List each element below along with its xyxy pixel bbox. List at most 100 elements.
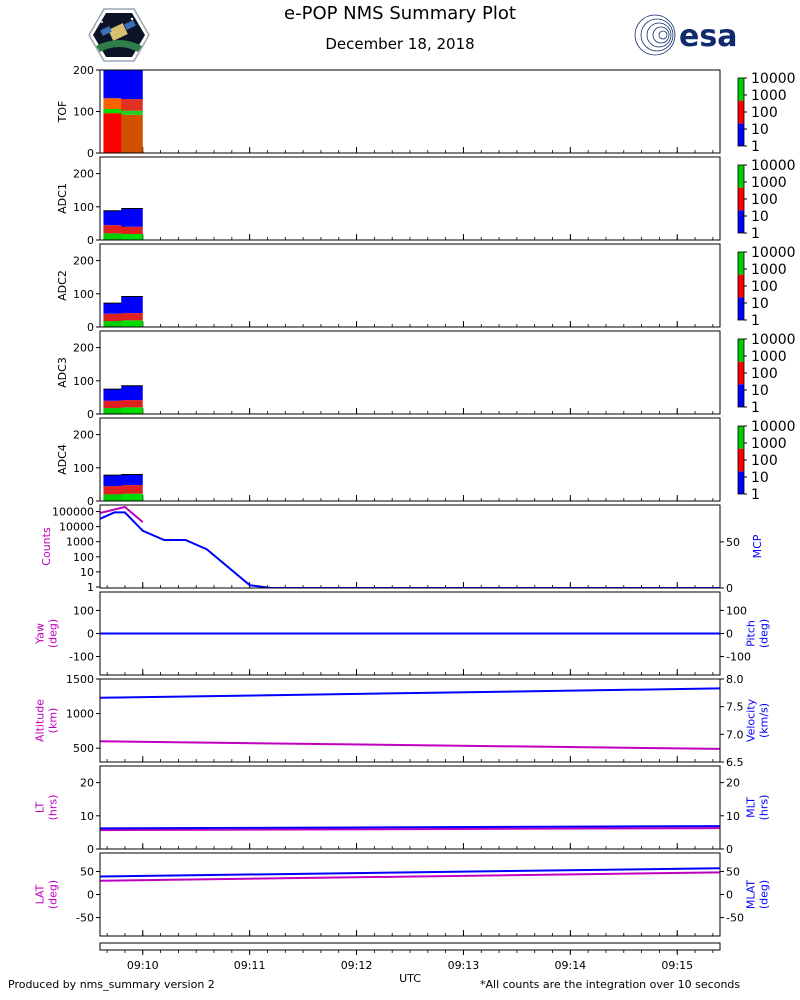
tof-colorbar-label: 100 <box>751 105 778 121</box>
adc4-y-tick-label: 100 <box>73 462 94 475</box>
adc2-colorbar-label: 1000 <box>751 262 787 278</box>
adc1-colorbar-label: 100 <box>751 192 778 208</box>
lat-mlat-y-tick-label-left: -50 <box>76 912 94 925</box>
tof-heatmap-cell <box>103 98 125 110</box>
adc2-y-tick-label: 200 <box>73 255 94 268</box>
altitude-series-line <box>100 740 720 750</box>
yaw-pitch-y-tick-label-right: 100 <box>726 604 747 617</box>
adc1-ylabel-group: ADC1 <box>56 183 69 214</box>
adc4-y-tick-label: 200 <box>73 429 94 442</box>
adc1-heatmap-cell <box>121 226 143 235</box>
tof-heatmap-cell <box>103 113 125 153</box>
adc3-colorbar-label: 100 <box>751 366 778 382</box>
x-axis-label: UTC <box>399 972 421 985</box>
counts-mcp-ylabel-right: MCP <box>751 534 764 558</box>
adc1-y-tick-label: 200 <box>73 168 94 181</box>
page-subtitle: December 18, 2018 <box>325 35 475 53</box>
adc1-colorbar-segment <box>738 210 744 233</box>
adc2-heatmap-cell <box>121 320 143 327</box>
adc1-heatmap-cell <box>121 234 143 240</box>
adc2-heatmap-cell <box>103 313 125 322</box>
lat-mlat-y-tick-label-right: 50 <box>726 865 740 878</box>
adc1-panel-frame <box>99 156 721 241</box>
tof-panel-frame <box>99 69 721 154</box>
adc4-colorbar-segment <box>738 471 744 494</box>
adc2-panel-frame <box>99 243 721 328</box>
adc1-heatmap-cell <box>103 233 125 240</box>
x-tick-label: 09:10 <box>127 959 159 972</box>
lat-mlat-ylabel-right: MLAT <box>745 880 758 910</box>
altitude-velocity-panel-frame <box>99 678 721 763</box>
lat-mlat-ylabel-right-group: MLAT (deg) <box>745 880 771 910</box>
x-tick-label: 09:13 <box>448 959 480 972</box>
tof-ylabel: TOF <box>56 101 69 124</box>
tof-colorbar-label: 1 <box>751 139 760 155</box>
altitude-velocity-ylabel-left: (km) <box>47 708 60 734</box>
adc1-heatmap-cell <box>121 208 143 227</box>
tof-ylabel-group: TOF <box>56 101 69 124</box>
yaw-pitch-y-tick-label-right: -100 <box>726 651 751 664</box>
tof-colorbar-label: 10000 <box>751 71 796 87</box>
counts-mcp-y-tick-label-left: 1000 <box>66 536 94 549</box>
tof-colorbar-segment <box>738 78 744 101</box>
lt-mlt-y-tick-label-right: 10 <box>726 810 740 823</box>
adc4-heatmap-cell <box>103 475 125 487</box>
yaw-pitch-ylabel-right: (deg) <box>758 619 771 648</box>
esa-logo: esa <box>634 14 737 56</box>
counts-mcp-y-tick-label-right: 0 <box>726 582 733 595</box>
tof-heatmap-cell <box>121 114 143 153</box>
altitude-velocity-y-tick-label-right: 6.5 <box>726 756 744 769</box>
tof-heatmap-cell <box>121 70 143 100</box>
adc2-ylabel-group: ADC2 <box>56 270 69 301</box>
lt-mlt-panel-frame <box>99 765 721 850</box>
adc1-colorbar-segment <box>738 165 744 188</box>
adc4-heatmap-cell <box>103 486 125 495</box>
yaw-pitch-ylabel-right-group: Pitch (deg) <box>745 619 771 648</box>
lt-mlt-ylabel-left-group: LT (hrs) <box>34 795 60 821</box>
lat-mlat-ylabel-right: (deg) <box>758 880 771 909</box>
lt-mlt-y-tick-label-left: 10 <box>80 810 94 823</box>
altitude-velocity-y-tick-label-left: 500 <box>73 742 94 755</box>
lat-mlat-ylabel-left-group: LAT (deg) <box>34 880 60 909</box>
adc4-colorbar-label: 1 <box>751 487 760 503</box>
lat-mlat-panel-frame <box>99 852 721 937</box>
tof-y-tick-label: 0 <box>87 147 94 160</box>
adc2-y-tick-label: 100 <box>73 288 94 301</box>
adc3-heatmap-cell <box>121 385 143 401</box>
altitude-velocity-ylabel-right-group: Velocity (km/s) <box>745 698 771 742</box>
x-tick-label: 09:15 <box>661 959 693 972</box>
counts-mcp-y-tick-label-left: 1 <box>87 581 94 594</box>
tof-heatmap-cell <box>103 70 125 99</box>
tof-y-tick-label: 200 <box>73 64 94 77</box>
x-tick-label: 09:14 <box>554 959 586 972</box>
adc4-colorbar-label: 100 <box>751 453 778 469</box>
lt-mlt-y-tick-label-left: 0 <box>87 843 94 856</box>
lat-mlat-y-tick-label-right: -50 <box>726 912 744 925</box>
adc3-colorbar-segment <box>738 339 744 362</box>
adc3-colorbar-label: 1 <box>751 400 760 416</box>
footer-right: *All counts are the integration over 10 … <box>480 978 741 991</box>
adc3-colorbar-label: 10000 <box>751 332 796 348</box>
adc1-ylabel: ADC1 <box>56 183 69 214</box>
adc1-colorbar-segment <box>738 187 744 211</box>
lt-series-line <box>100 827 720 832</box>
adc3-colorbar-segment <box>738 384 744 407</box>
adc3-heatmap-cell <box>103 389 125 401</box>
tof-colorbar-label: 10 <box>751 122 769 138</box>
adc3-y-tick-label: 100 <box>73 375 94 388</box>
tof-heatmap-cell <box>121 99 143 111</box>
yaw-pitch-ylabel-left: (deg) <box>47 619 60 648</box>
adc3-y-tick-label: 200 <box>73 342 94 355</box>
adc3-ylabel-group: ADC3 <box>56 357 69 388</box>
adc3-ylabel: ADC3 <box>56 357 69 388</box>
adc4-colorbar-label: 10 <box>751 470 769 486</box>
adc2-colorbar-label: 1 <box>751 313 760 329</box>
lt-mlt-y-tick-label-right: 0 <box>726 843 733 856</box>
altitude-velocity-y-tick-label-right: 7.5 <box>726 701 744 714</box>
adc2-heatmap-cell <box>103 303 125 314</box>
tof-heatmap-cell <box>121 110 143 115</box>
adc4-colorbar-label: 1000 <box>751 436 787 452</box>
lat-mlat-y-tick-label-right: 0 <box>726 889 733 902</box>
page-title: e-POP NMS Summary Plot <box>284 3 516 24</box>
